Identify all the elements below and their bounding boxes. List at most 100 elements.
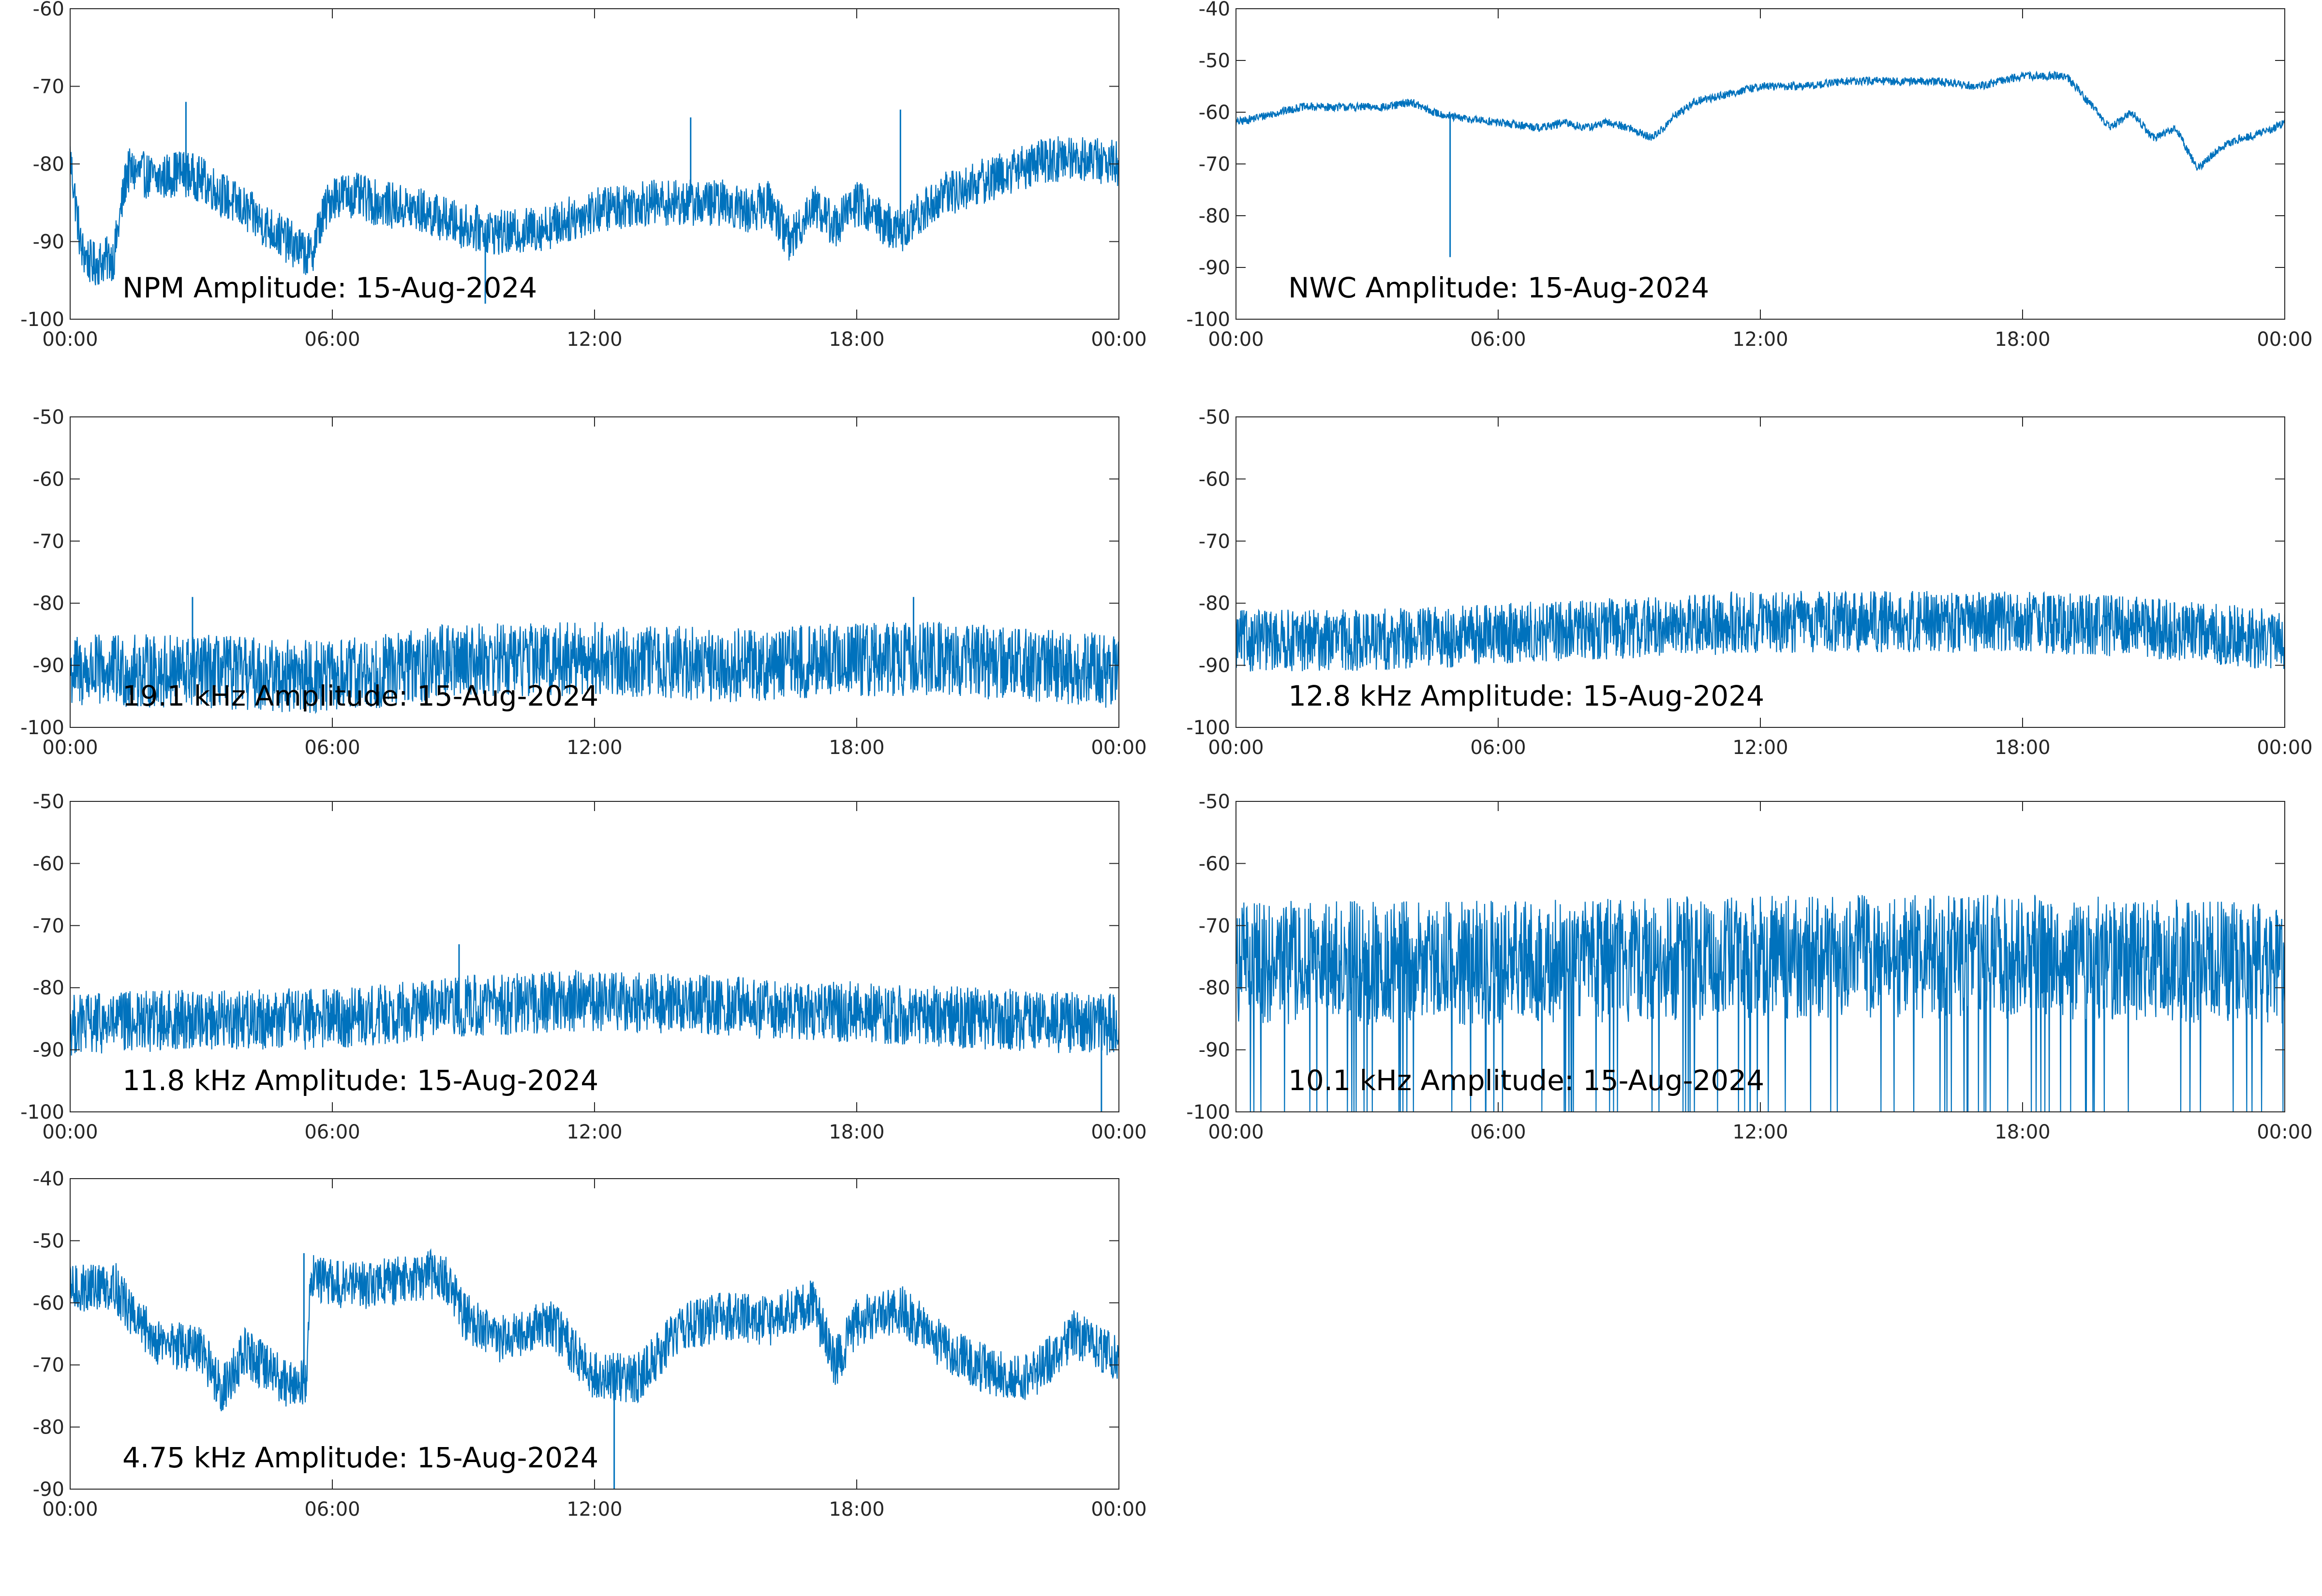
x-tick-label: 00:00 bbox=[42, 328, 98, 351]
y-tick-label: -90 bbox=[33, 1039, 64, 1062]
chart-title: NWC Amplitude: 15-Aug-2024 bbox=[1288, 271, 1709, 304]
y-tick-label: -90 bbox=[1199, 655, 1230, 677]
y-tick-label: -80 bbox=[33, 1417, 64, 1439]
y-tick-label: -40 bbox=[33, 1168, 64, 1190]
x-tick-label: 00:00 bbox=[1091, 1498, 1146, 1521]
chart-title: 10.1 kHz Amplitude: 15-Aug-2024 bbox=[1288, 1064, 1764, 1097]
series-line bbox=[70, 136, 1119, 285]
x-tick-label: 06:00 bbox=[304, 328, 360, 351]
y-tick-label: -50 bbox=[33, 406, 64, 429]
y-tick-label: -80 bbox=[33, 153, 64, 176]
y-tick-label: -80 bbox=[1199, 592, 1230, 615]
y-tick-label: -90 bbox=[33, 231, 64, 253]
y-tick-label: -50 bbox=[33, 791, 64, 813]
x-tick-label: 18:00 bbox=[1995, 737, 2050, 759]
y-tick-label: -60 bbox=[33, 1292, 64, 1315]
y-tick-label: -70 bbox=[33, 76, 64, 98]
x-tick-label: 00:00 bbox=[2257, 1121, 2312, 1143]
x-tick-label: 06:00 bbox=[1470, 328, 1526, 351]
y-tick-label: -60 bbox=[33, 468, 64, 490]
y-tick-label: -70 bbox=[1199, 915, 1230, 937]
y-tick-label: -80 bbox=[1199, 977, 1230, 999]
x-tick-label: 12:00 bbox=[566, 737, 622, 759]
series-group bbox=[1236, 70, 2285, 257]
x-tick-label: 00:00 bbox=[42, 1498, 98, 1521]
y-tick-label: -60 bbox=[1199, 853, 1230, 875]
x-tick-label: 06:00 bbox=[1470, 737, 1526, 759]
x-tick-label: 06:00 bbox=[304, 1498, 360, 1521]
y-tick-label: -50 bbox=[1199, 406, 1230, 429]
x-tick-label: 12:00 bbox=[1732, 328, 1788, 351]
x-tick-label: 00:00 bbox=[42, 1121, 98, 1143]
y-tick-label: -50 bbox=[1199, 791, 1230, 813]
chart-title: 19.1 kHz Amplitude: 15-Aug-2024 bbox=[122, 680, 598, 712]
y-tick-label: -70 bbox=[33, 531, 64, 553]
y-tick-label: -90 bbox=[1199, 1039, 1230, 1062]
y-tick-label: -90 bbox=[33, 1478, 64, 1501]
y-tick-label: -100 bbox=[20, 1101, 64, 1123]
y-tick-label: -100 bbox=[20, 309, 64, 331]
x-tick-label: 18:00 bbox=[829, 1121, 884, 1143]
series-group bbox=[1236, 894, 2285, 1112]
x-tick-label: 12:00 bbox=[1732, 737, 1788, 759]
series-line bbox=[1236, 894, 2285, 1112]
x-tick-label: 12:00 bbox=[1732, 1121, 1788, 1143]
x-tick-label: 00:00 bbox=[1208, 1121, 1264, 1143]
chart-title: NPM Amplitude: 15-Aug-2024 bbox=[122, 271, 537, 304]
series-line bbox=[1236, 70, 2285, 171]
y-tick-label: -100 bbox=[1186, 717, 1230, 739]
chart-title: 11.8 kHz Amplitude: 15-Aug-2024 bbox=[122, 1064, 598, 1097]
y-tick-label: -70 bbox=[1199, 153, 1230, 176]
y-tick-label: -40 bbox=[1199, 0, 1230, 20]
series-line bbox=[70, 621, 1119, 714]
x-tick-label: 18:00 bbox=[829, 1498, 884, 1521]
x-tick-label: 18:00 bbox=[1995, 1121, 2050, 1143]
series-group bbox=[70, 1248, 1119, 1489]
y-tick-label: -80 bbox=[33, 977, 64, 999]
y-tick-label: -90 bbox=[33, 655, 64, 677]
series-line bbox=[70, 1248, 1119, 1412]
x-tick-label: 00:00 bbox=[2257, 737, 2312, 759]
y-tick-label: -100 bbox=[1186, 309, 1230, 331]
y-tick-label: -60 bbox=[33, 853, 64, 875]
x-tick-label: 18:00 bbox=[829, 328, 884, 351]
y-tick-label: -90 bbox=[1199, 257, 1230, 279]
y-tick-label: -80 bbox=[33, 592, 64, 615]
x-tick-label: 00:00 bbox=[2257, 328, 2312, 351]
y-tick-label: -80 bbox=[1199, 205, 1230, 227]
x-tick-label: 00:00 bbox=[42, 737, 98, 759]
x-tick-label: 06:00 bbox=[304, 1121, 360, 1143]
series-group bbox=[70, 597, 1119, 714]
series-line bbox=[70, 970, 1119, 1056]
x-tick-label: 12:00 bbox=[566, 1498, 622, 1521]
y-tick-label: -70 bbox=[1199, 531, 1230, 553]
y-tick-label: -70 bbox=[33, 915, 64, 937]
x-tick-label: 12:00 bbox=[566, 1121, 622, 1143]
chart-title: 4.75 kHz Amplitude: 15-Aug-2024 bbox=[122, 1441, 598, 1474]
series-group bbox=[70, 102, 1119, 304]
x-tick-label: 00:00 bbox=[1208, 737, 1264, 759]
y-tick-label: -50 bbox=[33, 1230, 64, 1252]
x-tick-label: 06:00 bbox=[1470, 1121, 1526, 1143]
x-tick-label: 00:00 bbox=[1091, 328, 1146, 351]
y-tick-label: -70 bbox=[33, 1354, 64, 1376]
x-tick-label: 00:00 bbox=[1091, 1121, 1146, 1143]
y-tick-label: -100 bbox=[20, 717, 64, 739]
x-tick-label: 00:00 bbox=[1208, 328, 1264, 351]
x-tick-label: 18:00 bbox=[1995, 328, 2050, 351]
series-group bbox=[70, 944, 1119, 1112]
x-tick-label: 18:00 bbox=[829, 737, 884, 759]
x-tick-label: 12:00 bbox=[566, 328, 622, 351]
y-tick-label: -60 bbox=[33, 0, 64, 20]
x-tick-label: 06:00 bbox=[304, 737, 360, 759]
chart-title: 12.8 kHz Amplitude: 15-Aug-2024 bbox=[1288, 680, 1764, 712]
series-group bbox=[1236, 590, 2285, 672]
